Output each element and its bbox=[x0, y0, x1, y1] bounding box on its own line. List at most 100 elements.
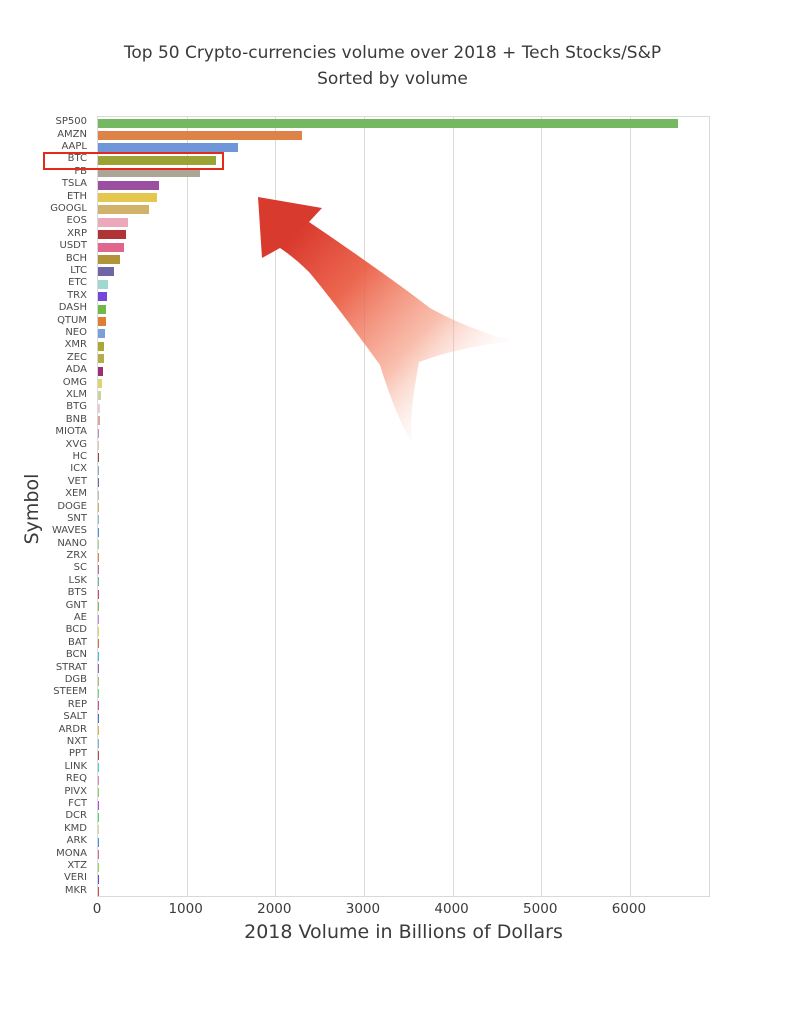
y-tick-label-req: REQ bbox=[65, 773, 87, 785]
bar-omg bbox=[98, 379, 102, 389]
y-tick-label-ae: AE bbox=[73, 612, 87, 624]
y-tick-label-btc: BTC bbox=[67, 153, 87, 165]
bar-ppt bbox=[98, 750, 99, 760]
bar-vet bbox=[98, 478, 99, 488]
y-tick-label-eos: EOS bbox=[66, 215, 87, 227]
y-tick-label-rep: REP bbox=[67, 698, 87, 710]
bar-dcr bbox=[98, 812, 99, 822]
plot-area bbox=[97, 116, 710, 897]
y-tick-label-veri: VERI bbox=[63, 872, 87, 884]
y-tick-label-gnt: GNT bbox=[65, 599, 87, 611]
y-tick-label-ark: ARK bbox=[66, 835, 87, 847]
bar-mkr bbox=[98, 887, 99, 897]
x-tick-label-2000: 2000 bbox=[257, 901, 292, 917]
x-tick-label-6000: 6000 bbox=[611, 901, 647, 917]
x-axis-title: 2018 Volume in Billions of Dollars bbox=[244, 921, 563, 943]
bar-rep bbox=[98, 701, 99, 711]
y-tick-label-nxt: NXT bbox=[66, 736, 87, 748]
y-tick-label-ltc: LTC bbox=[70, 264, 87, 276]
bar-salt bbox=[98, 713, 99, 723]
y-tick-label-etc: ETC bbox=[68, 277, 87, 289]
bar-req bbox=[98, 775, 99, 785]
bar-btg bbox=[98, 403, 101, 413]
bar-lsk bbox=[98, 577, 99, 587]
bar-eth bbox=[98, 193, 158, 203]
bar-link bbox=[98, 763, 99, 773]
y-tick-label-dash: DASH bbox=[58, 302, 87, 314]
bar-ark bbox=[98, 837, 99, 847]
bar-fb bbox=[98, 168, 200, 178]
bar-fct bbox=[98, 800, 99, 810]
y-tick-label-zrx: ZRX bbox=[66, 550, 87, 562]
bar-doge bbox=[98, 503, 99, 512]
bar-pivx bbox=[98, 788, 99, 798]
bar-ae bbox=[98, 614, 99, 624]
gridline-2000 bbox=[275, 117, 277, 896]
y-tick-label-zec: ZEC bbox=[66, 351, 87, 363]
bar-xlm bbox=[98, 391, 102, 401]
bar-eos bbox=[98, 217, 128, 227]
gridline-1000 bbox=[186, 117, 188, 896]
y-tick-label-bcn: BCN bbox=[65, 649, 87, 661]
bar-xmr bbox=[98, 341, 105, 351]
y-tick-label-dcr: DCR bbox=[65, 810, 87, 822]
bar-veri bbox=[98, 874, 99, 884]
y-tick-label-fb: FB bbox=[74, 165, 87, 177]
bar-googl bbox=[98, 205, 149, 215]
bar-xem bbox=[98, 490, 99, 500]
bar-tsla bbox=[98, 180, 159, 190]
y-tick-label-sc: SC bbox=[73, 562, 87, 574]
y-tick-label-snt: SNT bbox=[67, 512, 87, 524]
y-tick-label-hc: HC bbox=[72, 450, 87, 462]
x-tick-label-0: 0 bbox=[92, 901, 102, 917]
bar-bts bbox=[98, 589, 99, 599]
bar-dgb bbox=[98, 676, 99, 686]
bar-bnb bbox=[98, 416, 100, 426]
x-tick-label-3000: 3000 bbox=[345, 901, 381, 917]
chart-subtitle: Sorted by volume bbox=[317, 69, 468, 90]
bar-qtum bbox=[98, 317, 107, 327]
y-tick-label-kmd: KMD bbox=[64, 822, 87, 834]
bar-amzn bbox=[98, 131, 302, 141]
y-tick-label-qtum: QTUM bbox=[57, 314, 87, 326]
bar-neo bbox=[98, 329, 106, 339]
y-tick-label-amzn: AMZN bbox=[57, 128, 87, 140]
bar-sp500 bbox=[98, 118, 678, 128]
bar-ardr bbox=[98, 726, 99, 736]
y-tick-label-sp500: SP500 bbox=[55, 116, 87, 128]
bar-xtz bbox=[98, 862, 99, 872]
y-tick-label-doge: DOGE bbox=[57, 500, 87, 512]
y-tick-label-mkr: MKR bbox=[64, 884, 87, 896]
x-tick-label-1000: 1000 bbox=[168, 901, 203, 917]
bar-sc bbox=[98, 564, 99, 574]
bar-gnt bbox=[98, 602, 99, 612]
bar-etc bbox=[98, 279, 108, 289]
bar-xvg bbox=[98, 441, 100, 451]
y-tick-label-dgb: DGB bbox=[64, 674, 87, 686]
y-tick-label-ada: ADA bbox=[65, 364, 87, 376]
bar-usdt bbox=[98, 242, 124, 252]
bar-bch bbox=[98, 255, 120, 265]
x-axis-ticks: 0 1000 2000 3000 4000 5000 6000 bbox=[0, 901, 785, 921]
y-tick-label-fct: FCT bbox=[68, 798, 87, 810]
bar-kmd bbox=[98, 825, 99, 835]
y-tick-label-xtz: XTZ bbox=[67, 860, 87, 871]
y-tick-label-mona: MONA bbox=[56, 847, 87, 859]
bar-nxt bbox=[98, 738, 99, 748]
y-tick-label-xrp: XRP bbox=[67, 227, 87, 239]
bar-strat bbox=[98, 664, 99, 674]
y-tick-label-miota: MIOTA bbox=[55, 426, 87, 438]
y-tick-label-nano: NANO bbox=[57, 537, 87, 549]
btc-highlight-box bbox=[43, 152, 224, 170]
y-tick-label-icx: ICX bbox=[70, 463, 87, 475]
bar-ltc bbox=[98, 267, 114, 277]
y-tick-label-vet: VET bbox=[67, 475, 87, 487]
y-axis-labels: SP500 AMZN AAPL BTC FB TSLA ETH GOOGL EOS XRP USDT… bbox=[0, 116, 92, 897]
y-axis-title: Symbol bbox=[21, 473, 43, 545]
gridline-6000 bbox=[629, 117, 631, 896]
y-tick-label-lsk: LSK bbox=[68, 574, 87, 586]
bar-bat bbox=[98, 639, 99, 649]
y-tick-label-waves: WAVES bbox=[51, 525, 87, 537]
y-tick-label-xvg: XVG bbox=[65, 438, 87, 450]
gridline-5000 bbox=[541, 117, 543, 896]
